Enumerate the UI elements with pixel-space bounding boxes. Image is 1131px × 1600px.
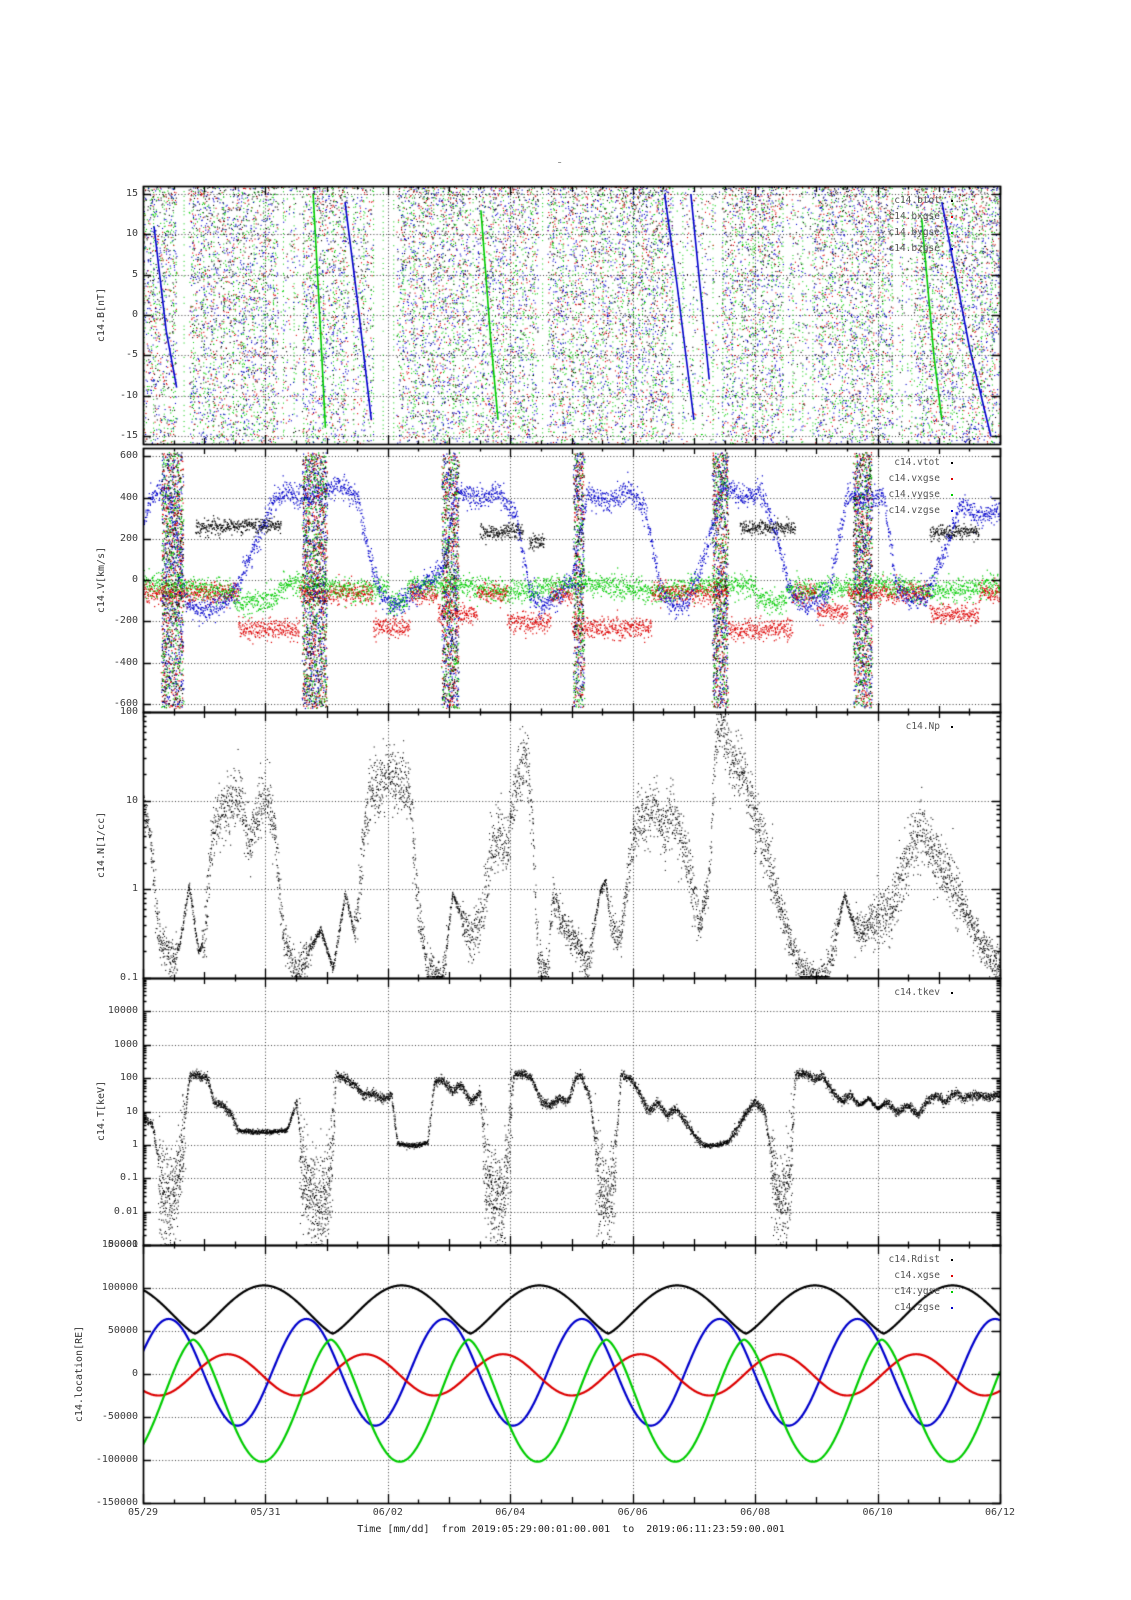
legend-entry: c14.Np: [905, 721, 940, 732]
y-tick-label: 400: [119, 491, 138, 503]
x-tick-label: 05/31: [250, 1507, 281, 1518]
y-tick-label: 0.01: [113, 1205, 138, 1217]
legend-entry: c14.vzgse: [888, 505, 940, 516]
legend-marker: [951, 232, 953, 234]
y-tick-label: 0: [131, 309, 138, 320]
legend-marker: [951, 510, 953, 512]
y-tick-label: 0.1: [119, 1172, 138, 1184]
legend-entry: c14.btot: [894, 195, 940, 206]
y-tick-label: -200: [113, 615, 138, 627]
y-tick-label: 600: [119, 450, 138, 462]
y-tick-label: 10: [125, 1105, 138, 1117]
legend-marker: [951, 200, 953, 202]
legend-marker: [951, 494, 953, 496]
y-tick-label: -400: [113, 656, 138, 668]
x-tick-label: 06/02: [372, 1507, 403, 1518]
y-tick-label: 15: [125, 188, 138, 200]
y-tick-label: 0: [131, 574, 138, 585]
y-tick-label: 100: [119, 1072, 138, 1084]
legend-marker: [951, 248, 953, 250]
y-tick-label: -150000: [95, 1497, 138, 1508]
y-tick-label: -50000: [101, 1411, 138, 1422]
x-tick-label: 06/04: [495, 1507, 526, 1518]
legend-entry: c14.xgse: [894, 1270, 940, 1281]
y-tick-label: 100: [119, 706, 138, 717]
legend-entry: c14.zgse: [894, 1302, 940, 1313]
y-tick-label: 0.1: [119, 972, 138, 983]
legend-entry: c14.ygse: [894, 1286, 940, 1297]
legend-marker: [951, 462, 953, 464]
legend-marker: [951, 1259, 953, 1261]
y-tick-label: 10: [125, 228, 138, 240]
legend-entry: c14.Rdist: [888, 1254, 940, 1265]
y-tick-label: 1000: [113, 1038, 138, 1050]
x-tick-label: 06/12: [984, 1507, 1016, 1518]
x-tick-label: 06/06: [617, 1507, 648, 1518]
panel3-y-axis-title: c14.N[1/cc]: [96, 811, 107, 879]
legend-marker: [951, 1291, 953, 1293]
legend-marker: [951, 216, 953, 218]
legend-entry: c14.vxgse: [888, 473, 940, 484]
y-tick-label: 50000: [107, 1325, 138, 1336]
figure-top-mark: -: [556, 155, 564, 169]
x-tick-label: 06/08: [740, 1507, 771, 1518]
y-tick-label: 0: [131, 1368, 138, 1379]
y-tick-label: 10: [125, 794, 138, 806]
legend-marker: [951, 1275, 953, 1277]
y-tick-label: -15: [119, 429, 138, 441]
x-axis-title: Time [mm/dd] from 2019:05:29:00:01:00.00…: [357, 1524, 785, 1535]
legend-marker: [951, 726, 953, 728]
legend-entry: c14.tkev: [894, 987, 940, 998]
x-tick-label: 05/29: [127, 1507, 159, 1518]
legend-entry: c14.bygse: [888, 227, 940, 238]
y-tick-label: 0.001: [107, 1239, 138, 1250]
y-tick-label: -10: [119, 389, 138, 401]
legend-entry: c14.bxgse: [888, 211, 940, 222]
y-tick-label: 150000: [101, 1239, 138, 1250]
legend-entry: c14.bzgse: [888, 243, 940, 254]
y-tick-label: 10000: [107, 1005, 138, 1017]
x-tick-label: 06/10: [862, 1507, 893, 1518]
y-tick-label: -5: [125, 349, 138, 361]
legend-marker: [951, 478, 953, 480]
legend-marker: [951, 992, 953, 994]
y-tick-label: 100000: [101, 1282, 138, 1293]
y-tick-label: -600: [113, 697, 138, 709]
y-tick-label: 1: [131, 1138, 138, 1150]
legend-entry: c14.vygse: [888, 489, 940, 500]
y-tick-label: -100000: [95, 1454, 138, 1465]
legend-entry: c14.vtot: [894, 457, 940, 468]
legend-marker: [951, 1307, 953, 1309]
y-tick-label: 1: [131, 883, 138, 895]
y-tick-label: 5: [131, 268, 138, 280]
y-tick-label: 200: [119, 532, 138, 544]
